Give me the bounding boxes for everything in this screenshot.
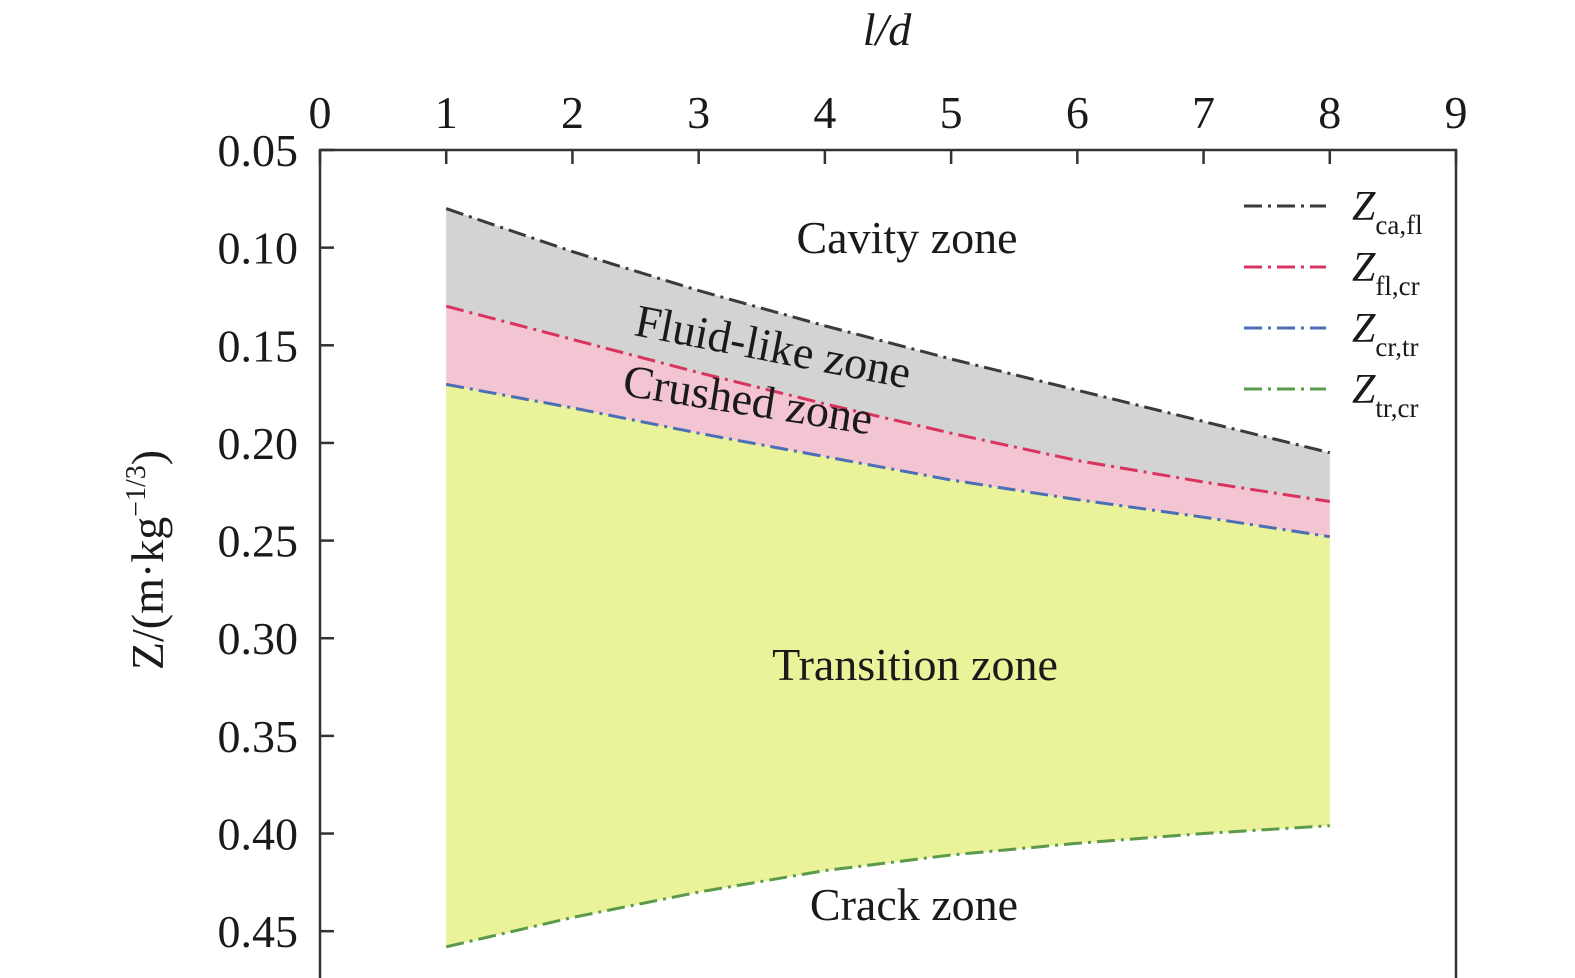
x-tick-label: 7 (1192, 87, 1215, 138)
y-tick-label: 0.05 (218, 125, 299, 176)
x-tick-label: 6 (1066, 87, 1089, 138)
x-tick-label: 0 (309, 87, 332, 138)
y-tick-label: 0.15 (218, 320, 299, 371)
series-line-ca_fl (445, 207, 1331, 455)
legend-label: Ztr,cr (1352, 367, 1419, 423)
x-tick-label: 1 (435, 87, 458, 138)
y-tick-label: 0.40 (218, 809, 299, 860)
legend-label: Zca,fl (1352, 184, 1423, 240)
zone-fill-crushed-zone (446, 306, 1330, 537)
boundary-lines (445, 207, 1331, 949)
legend-item-cr_tr: Zcr,tr (1244, 306, 1419, 362)
zone-label-crack: Crack zone (810, 879, 1018, 930)
zone-label-cavity: Cavity zone (797, 212, 1018, 263)
x-axis-title: l/d (863, 4, 913, 55)
x-tick-label: 4 (813, 87, 836, 138)
x-tick-label: 3 (687, 87, 710, 138)
x-tick-label: 9 (1445, 87, 1468, 138)
y-tick-label: 0.20 (218, 418, 299, 469)
y-tick-label: 0.30 (218, 613, 299, 664)
y-axis-title: Z/(m·kg−1/3) (121, 450, 173, 670)
y-tick-label: 0.35 (218, 711, 299, 762)
legend-item-tr_cr: Ztr,cr (1244, 367, 1419, 423)
legend-item-fl_cr: Zfl,cr (1244, 245, 1420, 301)
zone-fills (446, 208, 1330, 947)
y-tick-label: 0.25 (218, 516, 299, 567)
x-axis-ticks: 0 1 2 3 4 5 6 7 8 9 (309, 87, 1468, 164)
x-tick-label: 2 (561, 87, 584, 138)
x-tick-label: 8 (1318, 87, 1341, 138)
legend-item-ca_fl: Zca,fl (1244, 184, 1423, 240)
legend-label: Zfl,cr (1352, 245, 1420, 301)
zone-label-transition: Transition zone (772, 639, 1058, 690)
y-tick-label: 0.45 (218, 906, 299, 957)
series-line-cr_tr (445, 382, 1331, 539)
legend-label: Zcr,tr (1352, 306, 1419, 362)
x-tick-label: 5 (940, 87, 963, 138)
y-tick-label: 0.10 (218, 223, 299, 274)
zone-fill-transition-zone (446, 384, 1330, 947)
y-axis-ticks: 0.05 0.10 0.15 0.20 0.25 0.30 0.35 0.40 0.45 (218, 125, 334, 957)
series-line-fl_cr (445, 304, 1331, 503)
plot-frame (318, 148, 1458, 978)
